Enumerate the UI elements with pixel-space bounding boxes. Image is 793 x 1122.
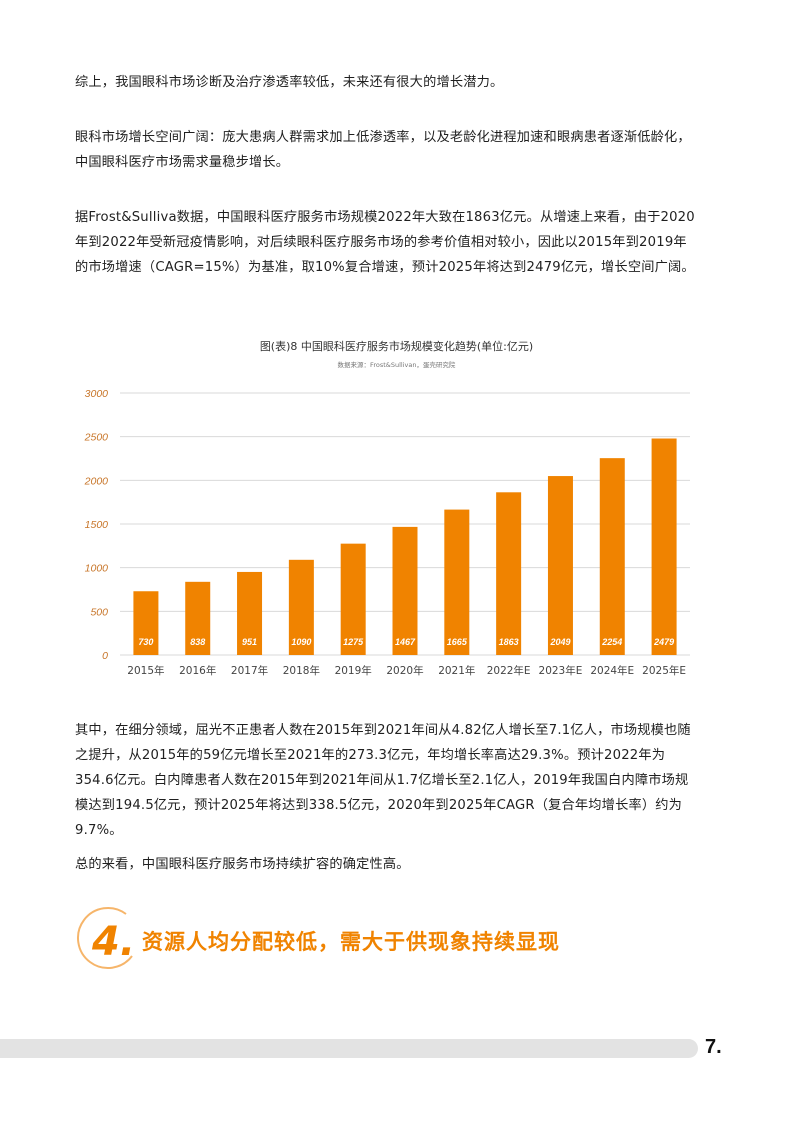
data-label: 1665 <box>447 637 468 647</box>
chart-source: 数据来源：Frost&Sullivan，蛋壳研究院 <box>337 361 456 369</box>
bar <box>651 438 677 655</box>
section-number: 4. <box>92 919 136 965</box>
x-tick-label: 2018年 <box>283 664 320 677</box>
bar <box>133 591 159 655</box>
chart-title: 图(表)8 中国眼科医疗服务市场规模变化趋势(单位:亿元) <box>259 340 534 353</box>
x-tick-label: 2025年E <box>642 664 686 677</box>
paragraph-summary: 综上，我国眼科市场诊断及治疗渗透率较低，未来还有很大的增长潜力。 <box>75 75 504 90</box>
paragraph-growth-space: 眼科市场增长空间广阔：庞大患病人群需求加上低渗透率，以及老龄化进程加速和眼病患者… <box>75 130 691 170</box>
bar <box>288 559 314 655</box>
paragraph-frost-sullivan: 据Frost&Sulliva数据，中国眼科医疗服务市场规模2022年大致在186… <box>75 210 695 275</box>
bar <box>496 492 522 655</box>
y-tick-label: 2500 <box>84 432 109 444</box>
x-tick-label: 2017年 <box>231 664 268 677</box>
section-number-ring-icon <box>77 907 133 969</box>
x-tick-label: 2024年E <box>590 664 634 677</box>
x-tick-label: 2015年 <box>127 664 164 677</box>
bar <box>444 509 470 655</box>
x-tick-label: 2021年 <box>438 664 475 677</box>
y-tick-label: 2000 <box>84 475 109 487</box>
paragraph-segments: 其中，在细分领域，屈光不正患者人数在2015年到2021年间从4.82亿人增长至… <box>75 723 691 838</box>
bar <box>392 526 418 655</box>
page-number: 7. <box>705 1036 722 1058</box>
data-label: 2479 <box>653 637 674 647</box>
data-label: 1467 <box>395 637 416 647</box>
section-heading: 4. 资源人均分配较低，需大于供现象持续显现 <box>74 904 594 978</box>
section-title: 资源人均分配较低，需大于供现象持续显现 <box>142 930 560 954</box>
x-tick-label: 2019年 <box>335 664 372 677</box>
data-label: 951 <box>242 637 257 647</box>
bar <box>237 571 263 655</box>
y-tick-label: 3000 <box>85 388 109 400</box>
market-size-bar-chart: 0 500 1000 1500 2000 2500 3000 730 2015年 838 2016年… <box>84 388 690 677</box>
x-tick-label: 2022年E <box>487 664 531 677</box>
y-tick-label: 500 <box>90 606 108 618</box>
bar <box>599 458 625 655</box>
footer-bar <box>0 1039 698 1058</box>
data-label: 1863 <box>499 637 519 647</box>
bar <box>185 581 211 655</box>
x-tick-label: 2016年 <box>179 664 216 677</box>
data-label: 1090 <box>291 637 311 647</box>
y-tick-label: 1500 <box>85 519 109 531</box>
data-label: 2254 <box>601 637 622 647</box>
data-label: 2049 <box>549 637 570 647</box>
data-label: 838 <box>190 637 205 647</box>
x-tick-label: 2020年 <box>386 664 423 677</box>
bar <box>547 476 573 655</box>
x-tick-label: 2023年E <box>539 664 583 677</box>
data-label: 730 <box>138 637 153 647</box>
y-tick-label: 1000 <box>85 563 109 575</box>
paragraph-conclusion: 总的来看，中国眼科医疗服务市场持续扩容的确定性高。 <box>75 857 410 872</box>
bar <box>340 543 366 655</box>
y-tick-label: 0 <box>102 650 108 662</box>
data-label: 1275 <box>343 637 364 647</box>
